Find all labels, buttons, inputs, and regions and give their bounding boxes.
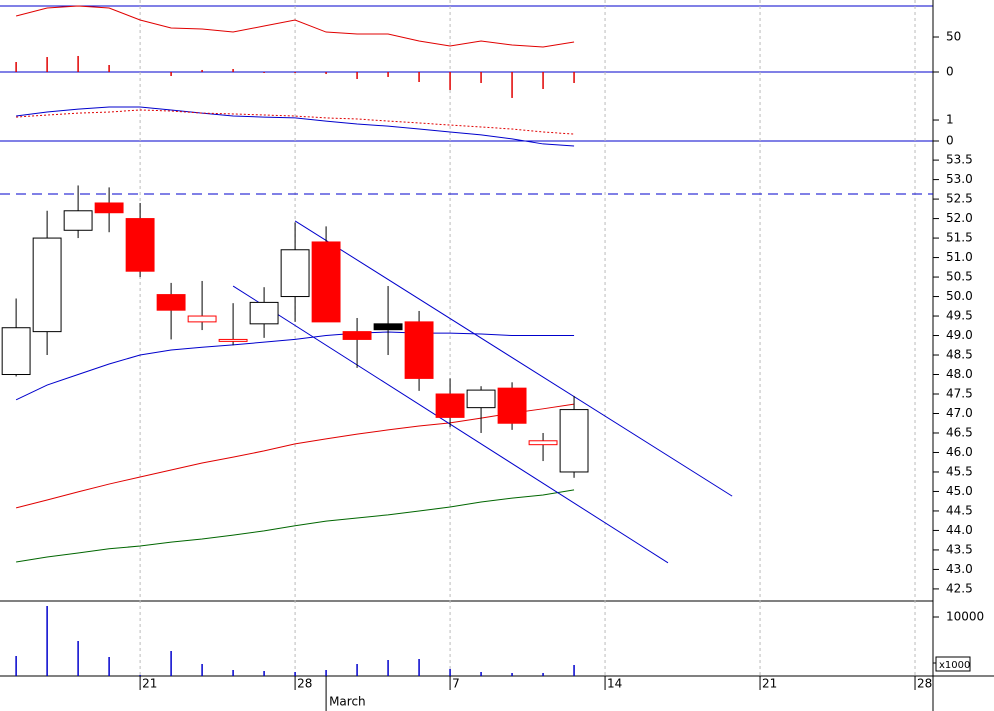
candle-body bbox=[32, 237, 62, 333]
y-tick-label: 49.0 bbox=[946, 328, 973, 342]
y-tick-label: 0 bbox=[946, 134, 954, 148]
y-tick-label: 50.5 bbox=[946, 270, 973, 284]
y-tick-label: 43.5 bbox=[946, 542, 973, 556]
y-tick-label: 46.5 bbox=[946, 425, 973, 439]
moving-average bbox=[16, 489, 575, 563]
unit-label: x1000 bbox=[939, 660, 970, 671]
candle-body bbox=[342, 331, 372, 340]
y-tick-label: 52.0 bbox=[946, 211, 973, 225]
indicator-line bbox=[16, 106, 575, 147]
x-tick-label: 28 bbox=[297, 677, 312, 691]
y-tick-label: 50.0 bbox=[946, 289, 973, 303]
y-tick-label: 48.0 bbox=[946, 367, 973, 381]
y-tick-label: 53.0 bbox=[946, 172, 973, 186]
y-tick-label: 45.0 bbox=[946, 484, 973, 498]
candle-body bbox=[404, 321, 434, 379]
month-label: March bbox=[329, 695, 366, 709]
candle-body bbox=[528, 440, 558, 446]
y-tick-label: 51.0 bbox=[946, 250, 973, 264]
candle-body bbox=[156, 294, 186, 311]
unit-box bbox=[935, 656, 971, 672]
indicator-line bbox=[16, 109, 575, 135]
candle-body bbox=[466, 389, 496, 409]
candle-body bbox=[218, 338, 248, 342]
candle-body bbox=[373, 323, 403, 331]
y-tick-label: 50 bbox=[946, 30, 961, 44]
x-tick-label: 7 bbox=[452, 677, 460, 691]
y-tick-label: 53.5 bbox=[946, 153, 973, 167]
y-tick-label: 0 bbox=[946, 65, 954, 79]
y-tick-label: 48.5 bbox=[946, 348, 973, 362]
x-tick-label: 21 bbox=[142, 677, 157, 691]
candle-body bbox=[63, 210, 93, 231]
candle-body bbox=[1, 327, 31, 376]
x-tick-label: 14 bbox=[607, 677, 622, 691]
y-tick-label: 43.0 bbox=[946, 562, 973, 576]
y-tick-label: 44.0 bbox=[946, 523, 973, 537]
y-tick-label: 49.5 bbox=[946, 309, 973, 323]
indicator-line bbox=[15, 5, 575, 48]
candle-body bbox=[280, 249, 310, 298]
candle-body bbox=[435, 393, 465, 418]
candle-body bbox=[249, 301, 279, 325]
trend-line bbox=[294, 220, 733, 497]
y-tick-label: 42.5 bbox=[946, 581, 973, 595]
candle-body bbox=[125, 218, 155, 272]
y-tick-label: 47.0 bbox=[946, 406, 973, 420]
y-tick-label: 47.5 bbox=[946, 387, 973, 401]
candle-body bbox=[497, 387, 527, 424]
y-tick-label: 51.5 bbox=[946, 231, 973, 245]
candle-body bbox=[94, 202, 124, 214]
x-tick-label: 21 bbox=[762, 677, 777, 691]
y-tick-label: 1 bbox=[946, 113, 954, 127]
y-tick-label: 52.5 bbox=[946, 192, 973, 206]
y-tick-label: 46.0 bbox=[946, 445, 973, 459]
x-tick-label: 28 bbox=[917, 677, 932, 691]
candle-body bbox=[559, 409, 589, 473]
y-tick-label: 45.5 bbox=[946, 464, 973, 478]
moving-average bbox=[15, 331, 575, 401]
candle-body bbox=[311, 241, 341, 323]
candle-body bbox=[187, 315, 217, 323]
y-tick-label: 10000 bbox=[946, 610, 984, 624]
y-tick-label: 44.5 bbox=[946, 503, 973, 517]
